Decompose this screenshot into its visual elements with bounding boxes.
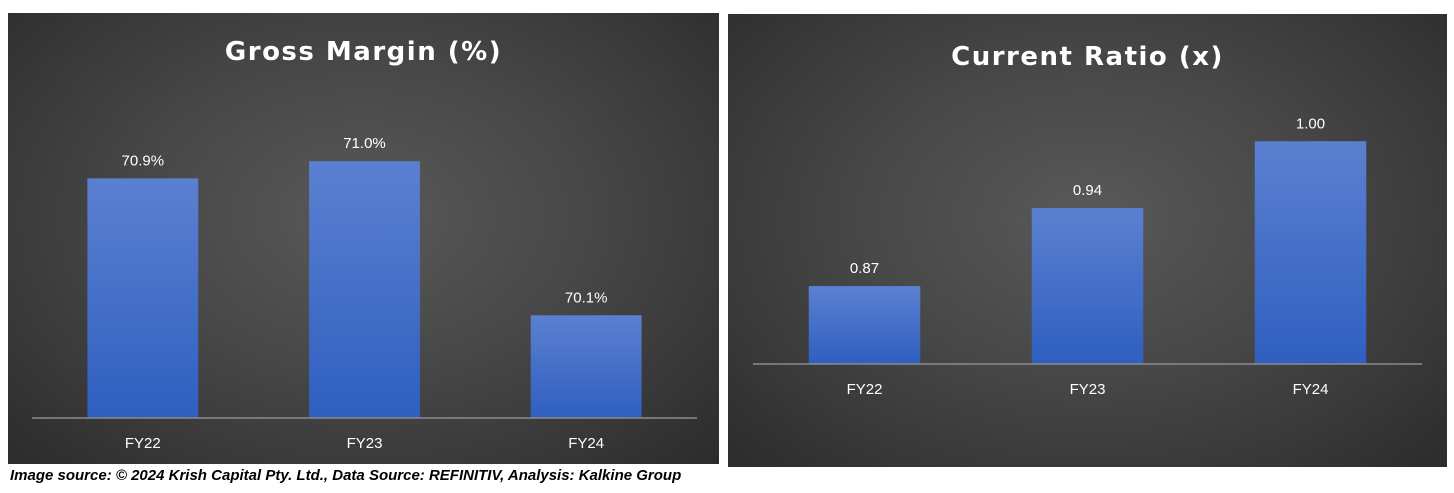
chart-title: Gross Margin (%) (224, 37, 503, 67)
data-label: 71.0% (343, 135, 386, 152)
data-label: 0.87 (850, 260, 879, 277)
bar-fy22 (808, 286, 921, 364)
x-tick-label: FY24 (1293, 381, 1329, 398)
data-label: 1.00 (1296, 115, 1325, 132)
x-tick-label: FY23 (347, 435, 383, 452)
chart-title: Current Ratio (x) (951, 42, 1224, 72)
gross-margin-plot: 70.9% FY22 71.0% FY23 70.1% FY24 (32, 135, 697, 452)
bar-fy24 (530, 315, 642, 418)
current-ratio-chart: Current Ratio (x) 0.87 FY22 0.94 FY23 1.00 FY… (728, 14, 1447, 467)
bar-fy23 (309, 161, 420, 418)
data-label: 0.94 (1073, 182, 1102, 199)
data-label: 70.9% (122, 152, 165, 169)
bar-fy22 (87, 178, 199, 418)
gross-margin-chart: Gross Margin (%) 70.9% FY22 71.0% FY23 70.1%… (8, 13, 719, 464)
x-tick-label: FY22 (125, 435, 161, 452)
current-ratio-plot: 0.87 FY22 0.94 FY23 1.00 FY24 (753, 115, 1422, 398)
x-tick-label: FY23 (1070, 381, 1106, 398)
bar-fy23 (1031, 208, 1144, 364)
x-tick-label: FY24 (568, 435, 604, 452)
bar-fy24 (1254, 141, 1367, 364)
source-caption: Image source: © 2024 Krish Capital Pty. … (10, 467, 682, 484)
x-tick-label: FY22 (847, 381, 883, 398)
data-label: 70.1% (565, 289, 608, 306)
